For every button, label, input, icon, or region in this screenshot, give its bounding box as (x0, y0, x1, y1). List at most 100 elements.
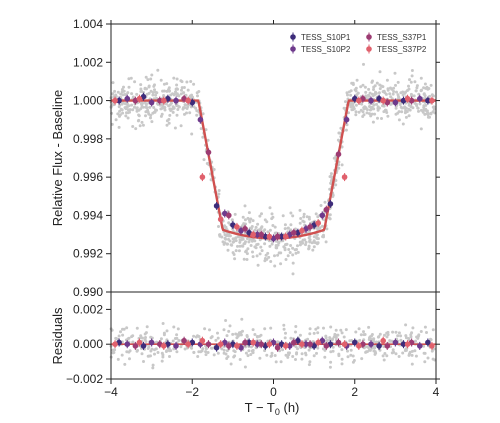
raw-flux-point (282, 245, 286, 249)
binned-residual-point-tess-s37p2 (250, 339, 256, 346)
raw-flux-point (120, 88, 124, 91)
raw-flux-point (371, 120, 375, 124)
raw-residual-point (144, 336, 147, 339)
binned-flux-point-tess-s37p2 (185, 97, 191, 104)
raw-flux-point (362, 62, 365, 66)
raw-flux-point (254, 225, 258, 229)
raw-residual-point (403, 349, 407, 353)
raw-residual-point (300, 357, 304, 361)
raw-residual-point (383, 352, 387, 355)
raw-flux-point (246, 216, 250, 220)
binned-residual-point-tess-s37p2 (161, 343, 167, 349)
raw-flux-point (386, 114, 390, 118)
raw-residual-point (295, 352, 298, 356)
raw-flux-point (167, 121, 171, 125)
raw-residual-point (235, 336, 239, 340)
raw-flux-point (307, 217, 311, 221)
top-y-tick-label: 0.998 (73, 132, 103, 146)
raw-flux-point (404, 115, 408, 119)
binned-flux-point-tess-s10p1 (278, 233, 285, 240)
binned-flux-point-tess-s37p2 (161, 97, 167, 104)
raw-residual-point (307, 348, 311, 352)
raw-residual-point (300, 352, 304, 356)
raw-flux-point (354, 86, 358, 90)
raw-residual-point (222, 328, 226, 332)
raw-flux-point (127, 85, 131, 89)
raw-flux-point (142, 91, 145, 94)
raw-flux-point (206, 138, 210, 142)
raw-flux-point (120, 90, 124, 94)
raw-residual-point (282, 323, 286, 327)
raw-flux-point (186, 88, 190, 92)
raw-flux-point (351, 104, 355, 108)
raw-residual-point (183, 347, 187, 351)
bottom-x-axis-label: T − T0 (h) (245, 400, 300, 417)
raw-flux-point (354, 113, 358, 117)
raw-flux-point (401, 90, 405, 94)
raw-residual-point (125, 326, 129, 330)
raw-residual-point (119, 330, 122, 334)
raw-flux-point (391, 92, 395, 96)
raw-flux-point (419, 127, 423, 131)
binned-residual-point-tess-s10p2 (148, 339, 155, 346)
raw-flux-point (408, 78, 411, 82)
raw-residual-point (162, 333, 166, 337)
raw-flux-point (114, 118, 118, 122)
raw-flux-point (295, 248, 298, 251)
binned-flux-point-tess-s37p2 (199, 174, 206, 180)
raw-flux-point (431, 110, 435, 114)
binned-residual-point-tess-s37p2 (185, 341, 191, 348)
raw-flux-point (244, 222, 247, 226)
raw-flux-point (175, 83, 179, 87)
binned-flux-point-tess-s37p2 (282, 233, 289, 240)
raw-flux-point (230, 218, 234, 222)
raw-flux-point (401, 93, 405, 97)
transit-panel: 0.990 0.992 0.994 0.996 0.998 1.000 1.002 1.004… (50, 17, 440, 299)
binned-residual-point-tess-s10p2 (303, 341, 309, 348)
raw-residual-point (298, 333, 302, 337)
raw-residual-point (238, 358, 242, 361)
raw-flux-point (245, 237, 249, 241)
raw-flux-point (247, 240, 251, 244)
raw-flux-point (289, 244, 293, 247)
raw-flux-point (167, 117, 171, 121)
raw-flux-point (298, 243, 302, 247)
raw-flux-point (140, 120, 144, 124)
raw-flux-point (223, 236, 227, 240)
raw-flux-point (325, 227, 329, 231)
raw-flux-point (236, 244, 239, 248)
raw-flux-point (183, 106, 187, 110)
raw-flux-point (163, 106, 167, 110)
raw-flux-point (241, 215, 245, 219)
raw-residual-point (372, 349, 376, 353)
raw-residual-point (255, 335, 259, 338)
raw-residual-point (431, 328, 435, 332)
raw-residual-point (228, 324, 232, 328)
binned-residual-point-tess-s37p2 (136, 339, 143, 346)
raw-flux-point (267, 239, 271, 243)
raw-residual-point (315, 351, 318, 355)
raw-flux-point (259, 226, 263, 230)
legend-item-tess-s10p1: TESS_S10P1 (290, 32, 351, 42)
binned-flux-point-tess-s37p1 (323, 206, 330, 213)
legend: TESS_S10P1 TESS_S10P2 TESS_S37P1 TESS_S3… (290, 32, 427, 54)
raw-residual-point (150, 347, 154, 351)
raw-flux-point (180, 88, 183, 92)
raw-flux-point (323, 200, 327, 204)
bottom-x-tick-label: −4 (104, 385, 118, 399)
raw-flux-point (283, 248, 287, 252)
top-y-axis-label: Relative Flux - Baseline (50, 90, 65, 227)
raw-residual-point (179, 345, 183, 349)
raw-residual-point (291, 355, 295, 358)
raw-flux-point (312, 235, 316, 239)
raw-residual-point (167, 349, 171, 353)
raw-flux-point (288, 251, 292, 254)
raw-flux-point (329, 172, 333, 176)
raw-residual-point (414, 339, 417, 343)
raw-residual-point (210, 335, 214, 339)
binned-residual-point-tess-s10p1 (425, 339, 431, 346)
raw-flux-point (139, 83, 143, 87)
raw-flux-point (378, 83, 382, 87)
binned-flux-point-tess-s37p1 (291, 229, 297, 236)
raw-residual-point (197, 335, 201, 338)
